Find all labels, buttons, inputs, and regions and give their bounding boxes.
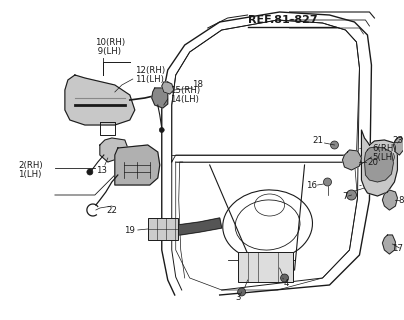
Polygon shape xyxy=(100,138,128,162)
Polygon shape xyxy=(383,190,398,210)
Polygon shape xyxy=(343,150,362,170)
Circle shape xyxy=(238,288,246,296)
Circle shape xyxy=(324,178,332,186)
Text: 21: 21 xyxy=(312,135,323,145)
Text: 13: 13 xyxy=(96,165,107,174)
Text: 10(RH): 10(RH) xyxy=(95,37,125,46)
Circle shape xyxy=(330,141,339,149)
Text: 11(LH): 11(LH) xyxy=(135,75,164,84)
Text: 19: 19 xyxy=(124,226,135,235)
Text: 15(RH): 15(RH) xyxy=(170,85,200,94)
Text: 16: 16 xyxy=(306,180,317,189)
Text: 5(LH): 5(LH) xyxy=(372,153,396,162)
Bar xyxy=(148,218,178,240)
Circle shape xyxy=(347,190,356,200)
Text: 17: 17 xyxy=(392,244,404,252)
Text: 7: 7 xyxy=(343,191,348,201)
Text: 4: 4 xyxy=(284,278,289,287)
Polygon shape xyxy=(393,137,404,155)
Text: 6(RH): 6(RH) xyxy=(372,143,397,153)
Text: 3: 3 xyxy=(235,293,240,302)
Text: 14(LH): 14(LH) xyxy=(170,94,199,103)
Polygon shape xyxy=(364,147,393,182)
Polygon shape xyxy=(383,235,396,254)
Polygon shape xyxy=(178,218,222,235)
Text: 23: 23 xyxy=(392,135,404,145)
Polygon shape xyxy=(115,145,160,185)
Text: REF.81-827: REF.81-827 xyxy=(248,15,317,25)
Circle shape xyxy=(87,169,93,175)
Text: 2(RH): 2(RH) xyxy=(18,161,42,170)
Text: 12(RH): 12(RH) xyxy=(135,66,165,75)
Polygon shape xyxy=(162,82,174,94)
Polygon shape xyxy=(65,75,135,125)
Text: 22: 22 xyxy=(106,205,117,214)
Circle shape xyxy=(159,127,164,132)
Text: 9(LH): 9(LH) xyxy=(95,46,121,55)
Text: 1(LH): 1(LH) xyxy=(18,170,41,179)
Circle shape xyxy=(281,274,288,282)
Text: 20: 20 xyxy=(368,157,379,166)
Text: 8: 8 xyxy=(398,196,404,204)
Polygon shape xyxy=(362,130,398,196)
Polygon shape xyxy=(152,88,168,108)
Text: 18: 18 xyxy=(192,79,203,89)
Bar xyxy=(238,252,292,282)
